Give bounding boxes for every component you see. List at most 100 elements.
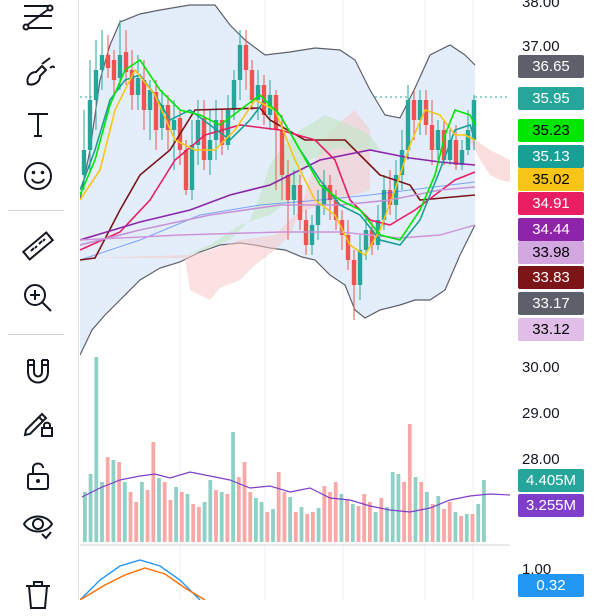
candle-body [225, 110, 231, 145]
candle-body [441, 130, 447, 160]
volume-bar [157, 478, 161, 542]
volume-bar [464, 514, 469, 542]
volume-bar [191, 504, 196, 542]
volume-bar [197, 507, 201, 542]
ma-yellow [80, 68, 476, 257]
volume-bar [425, 492, 429, 542]
candle-body [129, 70, 135, 95]
candle-body [345, 235, 351, 260]
zoom-in-icon[interactable] [14, 276, 62, 320]
volume-bar [436, 496, 441, 542]
candle-body [393, 175, 399, 205]
candle-body [147, 90, 153, 110]
candle-body [99, 55, 105, 70]
candle-body [117, 55, 123, 78]
trend-line-tools-icon[interactable] [14, 0, 62, 40]
candle-body [333, 200, 339, 220]
candle-body [111, 60, 117, 80]
volume-bar [385, 507, 389, 542]
candle-body [351, 260, 357, 285]
price-tick: 29.00 [522, 405, 560, 422]
volume-ma-label: 3.255M [518, 494, 584, 517]
volume-bar [185, 494, 190, 542]
volume-bar [100, 482, 104, 542]
volume-bar [390, 472, 395, 542]
price-axis[interactable]: 38.00 37.00 30.00 29.00 28.00 1.00 36.65… [510, 0, 600, 600]
indicator-line-orange [80, 567, 206, 600]
candle-body [141, 80, 147, 110]
volume-bar [83, 492, 87, 542]
cloud-red [470, 140, 510, 182]
volume-bar [162, 482, 167, 542]
volume-bar [311, 512, 315, 542]
price-label-ma-lilac: 33.98 [518, 241, 584, 264]
candle-body [183, 150, 189, 190]
text-tool-icon[interactable] [14, 102, 62, 146]
eye-icon[interactable] [14, 504, 62, 548]
candle-body [105, 55, 111, 68]
volume-bar [339, 494, 344, 542]
price-tick: 37.00 [522, 38, 560, 55]
volume-bar [373, 512, 378, 542]
chart-canvas [80, 0, 510, 600]
ruler-icon[interactable] [14, 224, 62, 268]
volume-bar [111, 460, 116, 542]
volume-bar [265, 512, 270, 542]
volume-bar [242, 462, 247, 542]
ma-blue [80, 181, 476, 261]
volume-bar [362, 494, 367, 542]
volume-bar [396, 474, 401, 542]
candle-body [459, 150, 465, 165]
volume-bar [225, 494, 230, 542]
unlock-icon[interactable] [14, 454, 62, 498]
ma-crimson [80, 124, 476, 251]
price-label-ma-maroon: 33.83 [518, 266, 584, 289]
candle-body [285, 175, 291, 200]
candle-body [87, 100, 93, 150]
brush-icon[interactable] [14, 50, 62, 94]
candle-body [309, 225, 315, 245]
candle-body [135, 78, 141, 95]
volume-bar [442, 509, 446, 542]
ma-light [80, 224, 476, 241]
price-label-ma-yellow: 35.02 [518, 168, 584, 191]
volume-label: 4.405M [518, 469, 584, 492]
volume-bar [168, 500, 173, 542]
ma-maroon [80, 107, 476, 261]
trash-icon[interactable] [14, 572, 62, 616]
volume-bar [322, 486, 327, 542]
candle-body [321, 185, 327, 205]
price-tick: 38.00 [522, 0, 560, 11]
volume-bar [407, 424, 412, 542]
volume-bar [356, 506, 361, 542]
lock-drawing-icon[interactable] [14, 400, 62, 444]
volume-bar [305, 514, 310, 542]
ma-green [80, 58, 476, 241]
candle-body [465, 130, 471, 150]
volume-bar [476, 504, 481, 542]
volume-bar [145, 490, 150, 542]
candle-body [387, 190, 393, 205]
bollinger-lower-line [80, 224, 476, 356]
volume-bar [231, 432, 235, 542]
volume-bar [419, 482, 424, 542]
indicator-label: 0.32 [518, 574, 584, 597]
volume-ma-line [81, 471, 510, 513]
emoji-icon[interactable] [14, 154, 62, 198]
candle-body [357, 250, 363, 285]
candle-body [405, 100, 411, 150]
volume-bar [140, 482, 144, 542]
candle-body [399, 150, 405, 175]
price-label-upper-band: 36.65 [518, 55, 584, 78]
volume-bar [202, 502, 207, 542]
candle-body [453, 140, 459, 165]
volume-bar [117, 462, 121, 542]
bollinger-upper-line [80, 4, 476, 201]
candle-body [315, 205, 321, 225]
volume-bar [368, 502, 372, 542]
price-chart-pane[interactable] [80, 0, 510, 600]
toolbar-divider [8, 334, 64, 335]
magnet-icon[interactable] [14, 348, 62, 392]
candle-body [291, 185, 297, 200]
volume-bar [459, 516, 463, 542]
